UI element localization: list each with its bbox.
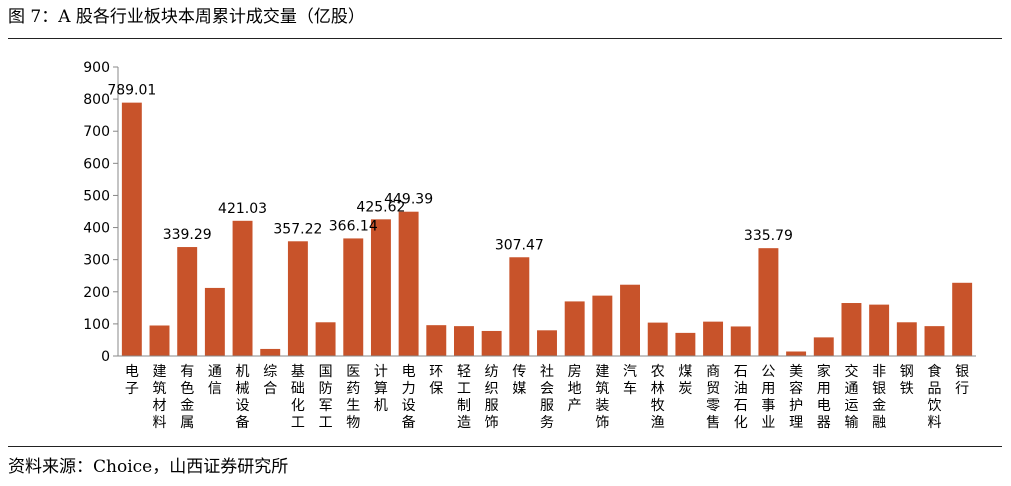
bar — [398, 211, 419, 356]
bar — [813, 337, 834, 356]
x-tick-label: 汽车 — [623, 364, 637, 397]
x-tick-label: 钢铁 — [900, 364, 914, 397]
data-label: 789.01 — [107, 83, 156, 99]
x-tick-label: 社会服务 — [540, 364, 554, 431]
bar — [287, 241, 308, 356]
y-tick-label: 600 — [83, 156, 110, 172]
data-label: 357.22 — [273, 221, 322, 237]
bar — [592, 295, 613, 356]
bar — [454, 326, 474, 356]
bar — [841, 303, 862, 356]
x-tick-label: 综合 — [263, 364, 277, 397]
bar — [121, 102, 142, 356]
data-label: 421.03 — [218, 201, 267, 217]
x-tick-label: 环保 — [429, 364, 443, 397]
bar — [869, 304, 890, 356]
x-tick-label: 公用事业 — [761, 364, 775, 431]
bar — [730, 326, 751, 356]
y-tick-label: 700 — [83, 124, 110, 140]
x-tick-label: 有色金属 — [180, 364, 194, 431]
bar — [509, 257, 530, 356]
bottom-rule — [8, 446, 1002, 447]
x-tick-label: 医药生物 — [346, 364, 360, 431]
bar — [620, 284, 640, 356]
x-tick-label: 房地产 — [568, 364, 582, 414]
x-tick-label: 煤炭 — [678, 364, 692, 397]
bar — [260, 348, 281, 356]
data-label: 339.29 — [163, 227, 212, 243]
x-tick-label: 轻工制造 — [457, 364, 471, 431]
x-axis: 电子建筑材料有色金属通信机械设备综合基础化工国防军工医药生物计算机电力设备环保轻… — [118, 355, 976, 431]
x-tick-label: 交通运输 — [844, 363, 858, 431]
bar — [758, 248, 779, 356]
bar — [315, 322, 336, 356]
x-tick-label: 通信 — [208, 364, 222, 397]
bars — [121, 102, 973, 356]
bar — [370, 219, 391, 356]
y-axis: 0 100 200 300 400 500 600 700 800 900 — [83, 60, 119, 365]
data-labels: 789.01 339.29 421.03 357.22 366.14 425.62449.… — [107, 83, 793, 254]
y-tick-label: 0 — [101, 349, 110, 365]
y-tick-label: 500 — [83, 188, 110, 204]
bar — [204, 287, 225, 356]
bar — [952, 282, 973, 356]
x-tick-label: 商贸零售 — [706, 364, 720, 431]
x-tick-label: 石油石化 — [734, 364, 748, 431]
y-tick-label: 800 — [83, 92, 110, 108]
bar — [426, 325, 447, 356]
x-tick-label: 农林牧渔 — [651, 364, 665, 431]
x-tick-label: 传媒 — [512, 364, 526, 397]
x-tick-label: 食品饮料 — [927, 363, 941, 431]
bar — [343, 238, 364, 356]
x-tick-label: 电子 — [125, 364, 139, 397]
x-tick-label: 计算机 — [374, 364, 388, 414]
data-label: 335.79 — [744, 228, 793, 244]
bar — [232, 220, 253, 356]
x-tick-label: 建筑材料 — [153, 364, 167, 431]
bar — [149, 325, 170, 356]
top-rule — [8, 38, 1002, 39]
x-tick-label: 非银金融 — [872, 364, 886, 431]
bar — [564, 301, 585, 356]
x-tick-label: 美容护理 — [789, 364, 803, 431]
x-tick-label: 纺织服饰 — [485, 364, 499, 431]
y-tick-label: 100 — [83, 317, 110, 333]
y-tick-label: 200 — [83, 285, 110, 301]
bar — [647, 322, 668, 356]
y-tick-label: 400 — [83, 221, 110, 237]
x-tick-label: 基础化工 — [291, 363, 305, 431]
data-label: 425.62 — [356, 199, 405, 215]
x-tick-label: 机械设备 — [236, 364, 250, 431]
y-tick-label: 300 — [83, 253, 110, 269]
x-tick-label: 国防军工 — [319, 364, 333, 431]
bar — [924, 326, 945, 356]
data-label: 449.39 — [384, 192, 433, 208]
bar — [537, 330, 557, 356]
bar — [177, 247, 198, 356]
data-label: 307.47 — [495, 237, 544, 253]
x-tick-label: 家用电器 — [817, 363, 831, 431]
bar — [481, 330, 502, 356]
y-tick-label: 900 — [83, 60, 110, 76]
x-tick-label: 银行 — [955, 364, 969, 397]
x-tick-label: 电力设备 — [402, 364, 416, 431]
figure-title: 图 7：A 股各行业板块本周累计成交量（亿股） — [8, 7, 365, 27]
bar — [896, 322, 917, 356]
x-tick-label: 建筑装饰 — [595, 364, 609, 431]
bar — [786, 351, 807, 356]
source-note: 资料来源：Choice，山西证券研究所 — [8, 457, 289, 477]
bar — [675, 332, 696, 356]
bar — [703, 321, 724, 356]
data-label: 366.14 — [329, 218, 378, 234]
